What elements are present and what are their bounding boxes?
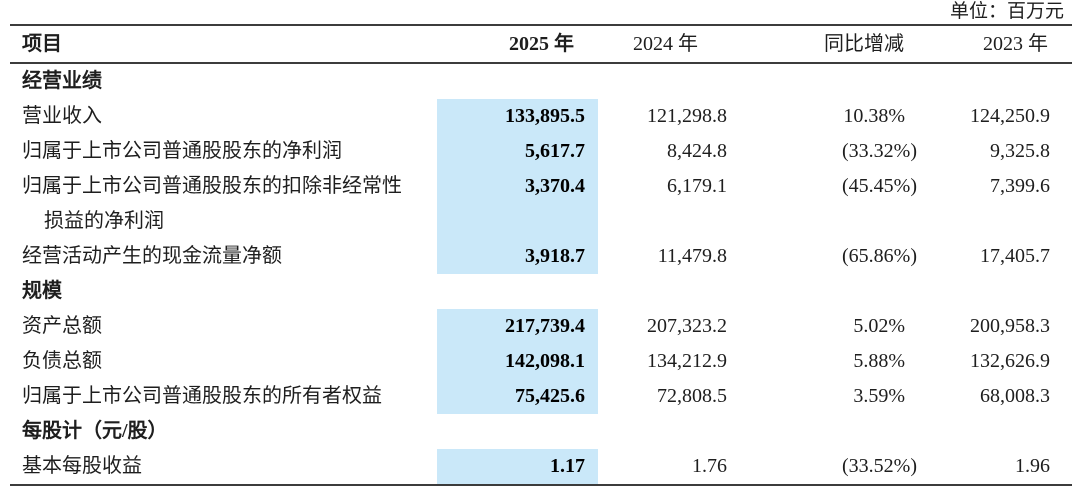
row-label: 基本每股收益 (10, 449, 437, 485)
section-row: 经营业绩 (10, 63, 1072, 99)
row-label-line: 负债总额 (22, 350, 102, 372)
row-label-line: 损益的净利润 (44, 210, 164, 232)
row-label-line: 归属于上市公司普通股股东的所有者权益 (22, 385, 382, 407)
table-row: 归属于上市公司普通股股东的所有者权益 75,425.6 72,808.5 3.59% 6… (10, 379, 1072, 414)
value-2024: 207,323.2 (647, 315, 727, 337)
table-row: 归属于上市公司普通股股东的净利润 5,617.7 8,424.8 (33.32%) 9,… (10, 134, 1072, 169)
table-row: 经营活动产生的现金流量净额 3,918.7 11,479.8 (65.86%) 17,4… (10, 239, 1072, 274)
value-2023: 1.96 (1015, 455, 1050, 477)
section-label: 规模 (22, 280, 62, 302)
row-label: 经营活动产生的现金流量净额 (10, 239, 437, 274)
table-row: 归属于上市公司普通股股东的扣除非经常性 损益的净利润 3,370.4 6,179.1(… (10, 169, 1072, 239)
section-row: 每股计（元/股） (10, 414, 1072, 449)
value-2023: 68,008.3 (980, 385, 1050, 407)
value-yoy-change: (65.86%) (842, 245, 917, 267)
value-2025: 3,370.4 (437, 169, 598, 239)
row-label: 负债总额 (10, 344, 437, 379)
col-header-2024: 2024 年 (633, 33, 698, 55)
row-label-line: 基本每股收益 (22, 455, 142, 477)
row-label-line: 归属于上市公司普通股股东的扣除非经常性 (22, 175, 402, 197)
value-2024: 6,179.1 (667, 175, 727, 197)
value-2025: 5,617.7 (437, 134, 598, 169)
col-header-yoy-change: 同比增减 (824, 33, 904, 55)
value-2024: 72,808.5 (657, 385, 727, 407)
col-header-2023: 2023 年 (983, 33, 1048, 55)
row-label-line: 经营活动产生的现金流量净额 (22, 245, 282, 267)
value-2025: 217,739.4 (437, 309, 598, 344)
value-yoy-change: (33.32%) (842, 140, 917, 162)
value-yoy-change: 3.59% (853, 385, 905, 407)
header-row: 项目 2025 年 2024 年 同比增减 2023 年 (10, 25, 1072, 63)
row-label: 归属于上市公司普通股股东的净利润 (10, 134, 437, 169)
col-header-2025: 2025 年 (509, 33, 574, 55)
value-2023: 7,399.6 (990, 175, 1050, 197)
table-row: 负债总额 142,098.1 134,212.9 5.88% 132,626.9 (10, 344, 1072, 379)
row-label: 资产总额 (10, 309, 437, 344)
value-2025: 142,098.1 (437, 344, 598, 379)
value-2025: 75,425.6 (437, 379, 598, 414)
table-row: 资产总额 217,739.4 207,323.2 5.02% 200,958.3 (10, 309, 1072, 344)
value-2023: 9,325.8 (990, 140, 1050, 162)
value-yoy-change: 10.38% (843, 105, 905, 127)
value-yoy-change: 5.88% (853, 350, 905, 372)
value-2024: 11,479.8 (657, 245, 727, 267)
col-header-item: 项目 (22, 33, 62, 55)
section-label: 每股计（元/股） (22, 420, 168, 442)
row-label-line: 营业收入 (22, 105, 102, 127)
row-label: 营业收入 (10, 99, 437, 134)
value-2024: 1.76 (692, 455, 727, 477)
row-label: 归属于上市公司普通股股东的所有者权益 (10, 379, 437, 414)
table-row: 基本每股收益 1.17 1.76 (33.52%) 1.96 (10, 449, 1072, 485)
table-row: 营业收入 133,895.5 121,298.8 10.38% 124,250.9 (10, 99, 1072, 134)
value-2024: 134,212.9 (647, 350, 727, 372)
row-label: 归属于上市公司普通股股东的扣除非经常性损益的净利润 (10, 169, 437, 239)
unit-label: 单位：百万元 (949, 1, 1064, 22)
value-2023: 200,958.3 (970, 315, 1050, 337)
value-2025: 3,918.7 (437, 239, 598, 274)
value-yoy-change: (45.45%) (842, 175, 917, 197)
value-2023: 124,250.9 (970, 105, 1050, 127)
financial-summary-table: 项目 2025 年 2024 年 同比增减 2023 年 经营业绩营业收入 133… (10, 24, 1072, 486)
section-label: 经营业绩 (22, 70, 102, 92)
value-2025: 133,895.5 (437, 99, 598, 134)
value-2025: 1.17 (437, 449, 598, 485)
value-2024: 8,424.8 (667, 140, 727, 162)
value-2024: 121,298.8 (647, 105, 727, 127)
row-label-line: 资产总额 (22, 315, 102, 337)
section-row: 规模 (10, 274, 1072, 309)
value-yoy-change: (33.52%) (842, 455, 917, 477)
value-2023: 17,405.7 (980, 245, 1050, 267)
value-yoy-change: 5.02% (853, 315, 905, 337)
value-2023: 132,626.9 (970, 350, 1050, 372)
row-label-line: 归属于上市公司普通股股东的净利润 (22, 140, 342, 162)
